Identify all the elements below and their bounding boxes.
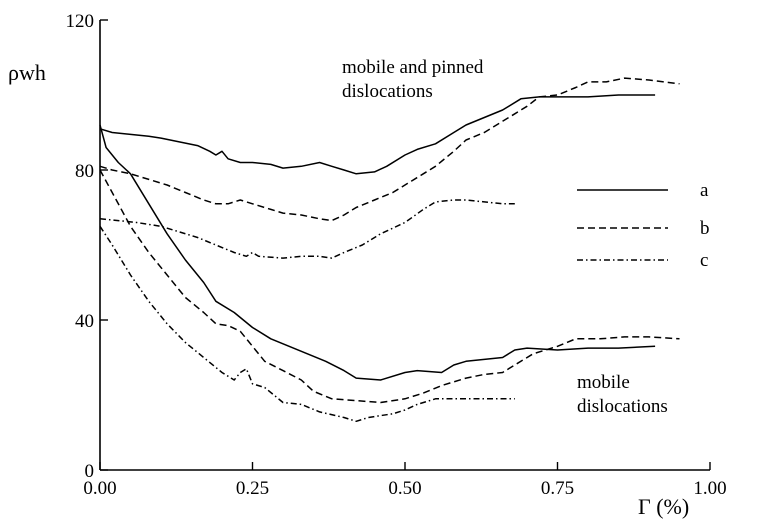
x-tick-label: 0.50 [388,478,421,499]
y-tick-label: 40 [75,311,94,332]
annotation-1: mobile dislocations [577,372,668,417]
x-tick-label: 0.25 [236,478,269,499]
series-line-b-mobile [99,169,680,404]
x-tick-label: 1.00 [693,478,726,499]
legend-label-b: b [700,218,710,239]
x-tick-label: 0.75 [541,478,574,499]
y-tick-label: 80 [75,161,94,182]
legend-label-a: a [700,180,709,201]
y-tick-label: 120 [66,11,95,32]
x-tick-label: 0.00 [83,478,116,499]
annotation-line: dislocations [342,81,433,102]
series-line-b-mobile-and-pinned [99,77,680,222]
axis-ticks: 0.00 0.25 0.50 0.75 1.00 0 40 80 120 [66,11,727,499]
y-axis-title: ρwh [8,60,46,85]
legend: abc [577,180,710,271]
series-line-c-mobile-and-pinned [99,199,515,259]
series-line-a-mobile [99,124,656,381]
annotation-0: mobile and pinned dislocations [342,57,484,102]
annotation-line: dislocations [577,396,668,417]
x-axis-title: Γ (%) [638,494,689,519]
series-line-a-mobile-and-pinned [99,94,656,175]
y-tick-label: 0 [85,461,95,482]
series-lines [99,77,680,423]
annotation-line: mobile and pinned [342,57,484,78]
annotation-line: mobile [577,372,630,393]
legend-label-c: c [700,250,708,271]
series-line-c-mobile [99,225,515,423]
annotations: mobile and pinned dislocations mobile dislo… [342,57,668,417]
